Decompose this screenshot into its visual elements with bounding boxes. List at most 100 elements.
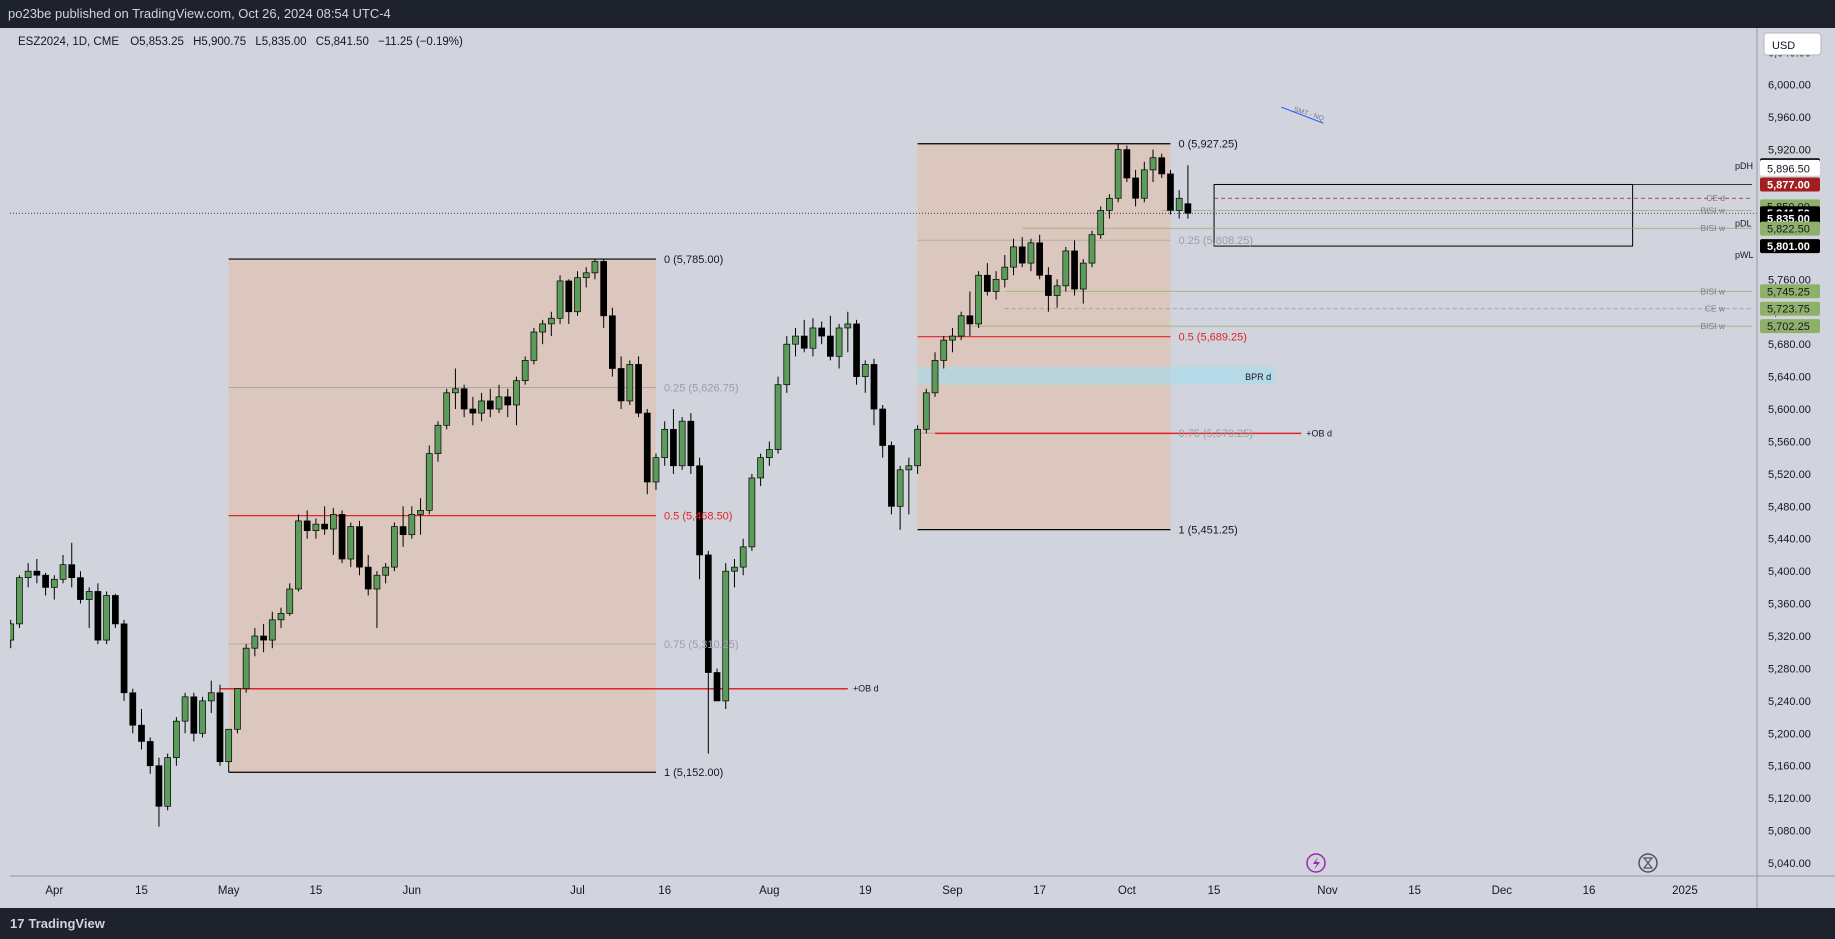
candle-body[interactable] bbox=[1149, 157, 1157, 171]
candle-body[interactable] bbox=[173, 720, 180, 758]
candle-body[interactable] bbox=[391, 526, 398, 568]
candle-body[interactable] bbox=[888, 445, 895, 507]
candle-body[interactable] bbox=[626, 364, 634, 402]
candle-body[interactable] bbox=[635, 364, 642, 414]
bpr-zone[interactable] bbox=[917, 366, 1276, 385]
candle-body[interactable] bbox=[870, 364, 878, 410]
candle-body[interactable] bbox=[16, 577, 23, 625]
candle-body[interactable] bbox=[399, 526, 407, 536]
candle-body[interactable] bbox=[949, 335, 956, 341]
plot-area[interactable] bbox=[10, 28, 1757, 876]
candle-body[interactable] bbox=[94, 591, 102, 641]
candle-body[interactable] bbox=[957, 315, 965, 337]
candle-body[interactable] bbox=[164, 757, 172, 807]
candle-body[interactable] bbox=[574, 277, 581, 313]
candle-body[interactable] bbox=[1158, 157, 1166, 175]
candle-body[interactable] bbox=[329, 514, 337, 530]
chart-frame[interactable]: 0 (5,785.00) 0.25 (5,626.75) 0.5 (5,468.50… bbox=[0, 28, 1835, 908]
candle-body[interactable] bbox=[556, 280, 564, 319]
candle-body[interactable] bbox=[408, 514, 416, 536]
candle-body[interactable] bbox=[731, 566, 738, 572]
candle-body[interactable] bbox=[835, 327, 843, 357]
candle-body[interactable] bbox=[827, 335, 834, 357]
candle-body[interactable] bbox=[24, 570, 32, 579]
candle-body[interactable] bbox=[85, 591, 93, 600]
candle-body[interactable] bbox=[286, 588, 294, 614]
candle-body[interactable] bbox=[975, 274, 982, 325]
candle-body[interactable] bbox=[1167, 173, 1174, 211]
candle-body[interactable] bbox=[321, 523, 328, 530]
candle-body[interactable] bbox=[216, 692, 224, 763]
candle-body[interactable] bbox=[268, 619, 276, 641]
candle-body[interactable] bbox=[382, 566, 390, 576]
candle-body[interactable] bbox=[1053, 285, 1061, 296]
lightning-icon[interactable] bbox=[1306, 853, 1326, 873]
candle-body[interactable] bbox=[617, 368, 625, 402]
candle-body[interactable] bbox=[661, 428, 669, 459]
candle-body[interactable] bbox=[818, 327, 826, 337]
candle-body[interactable] bbox=[295, 520, 302, 590]
candle-body[interactable] bbox=[940, 339, 948, 361]
candle-body[interactable] bbox=[539, 323, 546, 333]
candle-body[interactable] bbox=[364, 566, 372, 590]
candle-body[interactable] bbox=[983, 274, 991, 292]
candle-body[interactable] bbox=[260, 635, 267, 641]
candle-body[interactable] bbox=[774, 384, 782, 450]
candle-body[interactable] bbox=[434, 424, 442, 454]
candle-body[interactable] bbox=[931, 360, 939, 394]
candle-body[interactable] bbox=[242, 647, 250, 690]
candle-body[interactable] bbox=[800, 335, 808, 349]
candle-body[interactable] bbox=[120, 623, 128, 694]
candle-body[interactable] bbox=[50, 578, 58, 588]
candle-body[interactable] bbox=[879, 408, 887, 446]
candle-body[interactable] bbox=[547, 317, 555, 325]
candle-body[interactable] bbox=[8, 623, 15, 641]
candle-body[interactable] bbox=[277, 612, 285, 621]
candle-body[interactable] bbox=[739, 546, 747, 568]
candle-body[interactable] bbox=[609, 315, 616, 369]
candle-body[interactable] bbox=[1079, 262, 1087, 290]
candle-body[interactable] bbox=[207, 692, 215, 702]
candle-body[interactable] bbox=[809, 327, 817, 349]
candle-body[interactable] bbox=[1062, 250, 1070, 287]
candle-body[interactable] bbox=[1018, 246, 1026, 264]
candle-body[interactable] bbox=[565, 280, 573, 313]
candle-body[interactable] bbox=[486, 400, 494, 410]
candle-body[interactable] bbox=[495, 396, 503, 410]
candle-body[interactable] bbox=[42, 574, 49, 588]
candle-body[interactable] bbox=[792, 335, 799, 345]
candle-body[interactable] bbox=[896, 469, 904, 507]
candle-body[interactable] bbox=[1132, 177, 1139, 199]
candle-body[interactable] bbox=[652, 457, 660, 483]
candle-body[interactable] bbox=[129, 692, 137, 726]
candle-body[interactable] bbox=[190, 696, 198, 734]
candle-body[interactable] bbox=[687, 420, 695, 467]
candle-body[interactable] bbox=[1045, 274, 1052, 296]
candle-body[interactable] bbox=[251, 635, 259, 649]
chart-svg[interactable]: 0 (5,785.00) 0.25 (5,626.75) 0.5 (5,468.50… bbox=[0, 28, 1835, 908]
smt-divergence-line[interactable] bbox=[1281, 106, 1324, 124]
candle-body[interactable] bbox=[678, 420, 686, 467]
candle-body[interactable] bbox=[765, 449, 773, 459]
candle-body[interactable] bbox=[1184, 203, 1192, 214]
candle-body[interactable] bbox=[713, 672, 721, 702]
candle-body[interactable] bbox=[922, 392, 930, 430]
candle-body[interactable] bbox=[1175, 197, 1183, 211]
candle-body[interactable] bbox=[670, 428, 677, 467]
candle-body[interactable] bbox=[521, 360, 529, 382]
candle-body[interactable] bbox=[181, 696, 189, 722]
candle-body[interactable] bbox=[582, 272, 590, 279]
candle-body[interactable] bbox=[966, 315, 974, 325]
candle-body[interactable] bbox=[338, 514, 346, 560]
candle-body[interactable] bbox=[905, 465, 913, 471]
candle-body[interactable] bbox=[460, 388, 468, 410]
candle-body[interactable] bbox=[696, 465, 703, 556]
time-axis[interactable]: Apr 15 May 15 Jun Jul 16 Aug 19 Sep 17 Oct 15 Nov 15 De… bbox=[45, 885, 1697, 897]
hourglass-icon[interactable] bbox=[1638, 853, 1658, 873]
currency-label[interactable]: USD bbox=[1772, 40, 1795, 52]
candle-body[interactable] bbox=[591, 261, 599, 274]
candle-body[interactable] bbox=[303, 520, 311, 531]
candle-body[interactable] bbox=[722, 570, 730, 702]
candle-body[interactable] bbox=[1027, 242, 1035, 264]
candle-body[interactable] bbox=[1097, 210, 1105, 236]
